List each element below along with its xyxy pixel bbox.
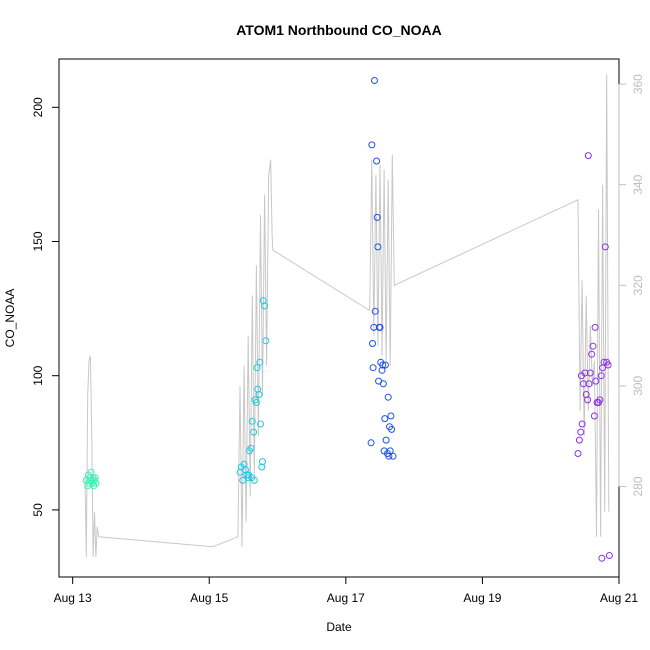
chart-title: ATOM1 Northbound CO_NOAA	[236, 22, 442, 38]
data-point	[371, 77, 378, 84]
data-point	[255, 391, 263, 398]
x-tick-label: Aug 17	[327, 591, 365, 605]
y-tick-label: 200	[31, 97, 45, 117]
x-tick-label: Aug 15	[190, 591, 228, 605]
data-point	[256, 358, 264, 366]
data-point	[369, 364, 377, 372]
y-axis: 50 100 150 200	[31, 97, 60, 517]
data-point	[386, 423, 393, 431]
data-point	[379, 361, 387, 369]
data-point	[375, 377, 383, 385]
data-point	[585, 380, 593, 388]
data-point	[577, 372, 585, 380]
data-point	[245, 471, 253, 479]
data-point	[577, 428, 585, 436]
y-axis-label: CO_NOAA	[3, 289, 17, 348]
data-point	[588, 350, 596, 358]
data-point	[261, 302, 269, 310]
plot-frame	[58, 58, 620, 578]
data-point	[584, 152, 592, 160]
background-series-line	[84, 74, 610, 557]
data-point	[381, 361, 389, 369]
data-point	[586, 369, 594, 377]
data-point	[381, 415, 389, 423]
data-point	[91, 474, 99, 482]
data-point	[252, 399, 260, 406]
data-point	[378, 366, 386, 374]
data-point	[376, 323, 384, 331]
y-tick-label: 50	[31, 503, 45, 517]
data-point	[250, 428, 258, 436]
y-tick-label: 150	[31, 231, 45, 251]
data-point	[592, 377, 600, 385]
points-layer	[82, 77, 613, 562]
data-point	[575, 436, 583, 444]
data-point	[371, 307, 379, 315]
data-point	[258, 463, 266, 471]
data-point	[604, 361, 612, 369]
data-point	[239, 476, 247, 484]
data-point	[253, 364, 261, 372]
right-y-tick-label: 320	[631, 275, 645, 295]
right-y-tick-label: 340	[631, 174, 645, 194]
right-y-tick-label: 360	[631, 74, 645, 94]
y-tick-label: 100	[31, 365, 45, 385]
data-point	[384, 393, 392, 401]
data-point	[373, 157, 381, 165]
x-tick-label: Aug 21	[600, 591, 638, 605]
data-point	[247, 444, 255, 452]
data-point	[259, 458, 266, 466]
x-axis: Aug 13 Aug 15 Aug 17 Aug 19 Aug 21	[54, 576, 638, 605]
background-line-layer	[84, 74, 610, 557]
data-point	[367, 439, 375, 447]
data-point	[578, 420, 586, 428]
data-point	[387, 412, 395, 420]
right-y-tick-label: 300	[631, 376, 645, 396]
data-point	[589, 342, 597, 350]
data-point	[389, 452, 397, 460]
data-point	[92, 479, 100, 487]
x-tick-label: Aug 19	[463, 591, 501, 605]
right-y-axis: 280 300 320 340 360	[618, 74, 645, 496]
data-point	[574, 450, 582, 457]
data-point	[374, 243, 382, 251]
right-y-tick-label: 280	[631, 476, 645, 496]
x-tick-label: Aug 13	[54, 591, 92, 605]
data-point	[597, 372, 605, 380]
data-point	[368, 141, 376, 149]
data-point	[382, 436, 390, 444]
data-point	[248, 417, 256, 425]
data-point	[244, 474, 252, 482]
data-point	[601, 243, 609, 251]
data-point	[590, 412, 598, 420]
data-point	[369, 340, 376, 347]
data-point	[598, 554, 606, 562]
data-point	[373, 213, 381, 221]
data-point	[591, 323, 599, 331]
data-point	[584, 396, 592, 404]
data-point	[257, 420, 264, 428]
data-point	[262, 337, 270, 345]
x-axis-label: Date	[326, 620, 352, 634]
data-point	[605, 552, 613, 559]
data-point	[596, 396, 604, 404]
data-point	[380, 447, 388, 455]
